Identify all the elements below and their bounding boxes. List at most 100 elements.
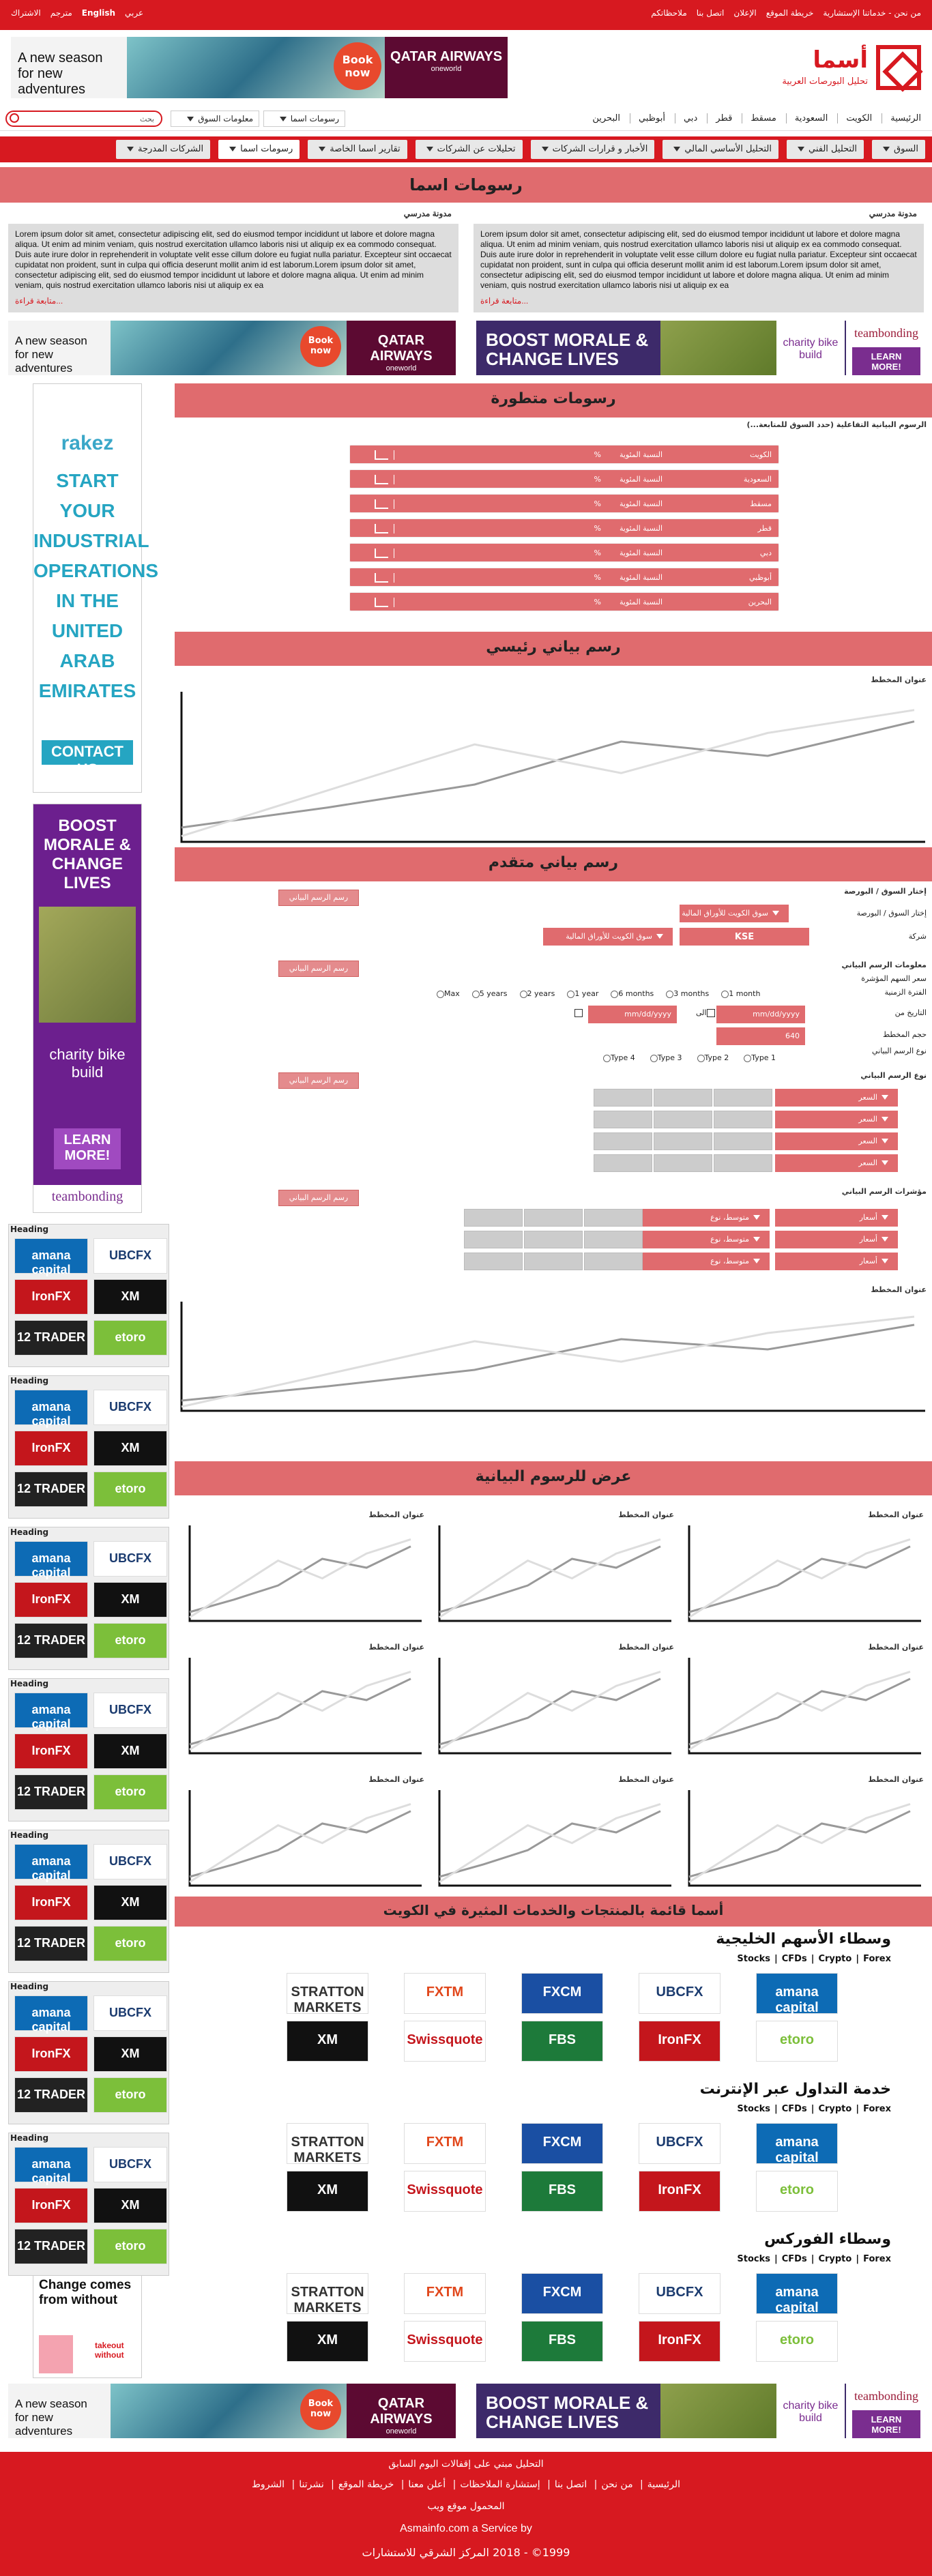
nav-saudi[interactable]: السعودية [785, 113, 828, 123]
partner-logo[interactable]: FBS [521, 2021, 603, 2062]
broker-logo[interactable]: etoro [93, 1623, 167, 1658]
empty-cell[interactable] [654, 1111, 712, 1128]
partner-logo[interactable]: amana capital [756, 1973, 838, 2015]
broker-logo[interactable]: 12 TRADER [14, 2077, 88, 2113]
qatar-airways-ad[interactable]: A new season for new adventures Book now… [8, 2384, 456, 2438]
broker-logo[interactable]: UBCFX [93, 1693, 167, 1728]
menu-reports[interactable]: تقارير اسما الخاصة [308, 140, 407, 159]
top-link-feedback[interactable]: ملاحظاتكم [651, 8, 687, 18]
market-row[interactable]: قطر النسبة المئوية% [349, 518, 779, 538]
empty-cell[interactable] [714, 1132, 772, 1150]
nav-muscat[interactable]: مسقط [742, 113, 776, 123]
price-dropdown[interactable]: السعر [775, 1132, 898, 1150]
draw-chart-button[interactable]: رسم الرسم البياني [278, 1190, 359, 1206]
partner-logo[interactable]: FXTM [404, 1973, 486, 2014]
broker-logo[interactable]: IronFX [14, 1885, 88, 1920]
company-code-field[interactable]: KSE [680, 928, 809, 946]
partner-logo[interactable]: Swissquote [404, 2321, 486, 2362]
market-row[interactable]: دبي النسبة المئوية% [349, 543, 779, 562]
broker-logo[interactable]: UBCFX [93, 1541, 167, 1577]
broker-logo[interactable]: etoro [93, 1774, 167, 1810]
market-row[interactable]: البحرين النسبة المئوية% [349, 592, 779, 611]
filter-tab[interactable]: Forex [863, 2254, 891, 2264]
nav-qatar[interactable]: قطر [707, 113, 732, 123]
menu-company-analysis[interactable]: تحليلات عن الشركات [415, 140, 523, 159]
empty-cell[interactable] [594, 1089, 652, 1107]
nav-dubai[interactable]: دبي [675, 113, 697, 123]
price-dropdown[interactable]: السعر [775, 1111, 898, 1128]
footer-link[interactable]: خريطة الموقع [338, 2479, 394, 2490]
line-chart-icon[interactable] [373, 548, 390, 558]
top-link-sitemap[interactable]: خريطة الموقع [766, 8, 814, 18]
empty-cell[interactable] [464, 1209, 523, 1227]
partner-logo[interactable]: IronFX [639, 2321, 720, 2362]
partner-logo[interactable]: FBS [521, 2171, 603, 2212]
empty-cell[interactable] [524, 1253, 583, 1270]
broker-logo[interactable]: 12 TRADER [14, 1774, 88, 1810]
partner-logo[interactable]: XM [287, 2171, 368, 2212]
broker-logo[interactable]: 12 TRADER [14, 1472, 88, 1507]
empty-cell[interactable] [464, 1231, 523, 1248]
nav-home[interactable]: الرئيسية [882, 113, 921, 123]
top-link-contact[interactable]: اتصل بنا [696, 8, 725, 18]
mobile-site-link[interactable]: المحمول موقع ويب [427, 2501, 505, 2512]
draw-chart-button[interactable]: رسم الرسم البياني [278, 890, 359, 906]
chart-size-input[interactable]: 640 [716, 1027, 805, 1045]
partner-logo[interactable]: XM [287, 2021, 368, 2062]
menu-market[interactable]: السوق [872, 140, 925, 159]
partner-logo[interactable]: UBCFX [639, 2273, 720, 2314]
broker-logo[interactable]: UBCFX [93, 1844, 167, 1879]
empty-cell[interactable] [594, 1111, 652, 1128]
partner-logo[interactable]: Swissquote [404, 2021, 486, 2062]
broker-logo[interactable]: IronFX [14, 1279, 88, 1315]
calendar-icon[interactable] [707, 1009, 715, 1017]
menu-listed[interactable]: الشركات المدرجة [116, 140, 211, 159]
footer-link[interactable]: الشروط [251, 2479, 285, 2490]
partner-logo[interactable]: STRATTON MARKETS [287, 2273, 368, 2315]
partner-logo[interactable]: UBCFX [639, 1973, 720, 2014]
learn-more-button[interactable]: LEARN MORE! [54, 1128, 121, 1169]
broker-logo[interactable]: amana capital [14, 1541, 88, 1579]
teambonding-ad[interactable]: BOOST MORALE & CHANGE LIVES charity bike… [476, 2384, 927, 2438]
line-chart-icon[interactable] [373, 598, 390, 607]
teambonding-ad[interactable]: BOOST MORALE & CHANGE LIVES charity bike… [476, 321, 927, 375]
broker-logo[interactable]: etoro [93, 2229, 167, 2264]
broker-logo[interactable]: etoro [93, 1472, 167, 1507]
market-row[interactable]: أبوظبي النسبة المئوية% [349, 568, 779, 587]
broker-logo[interactable]: 12 TRADER [14, 2229, 88, 2264]
broker-logo[interactable]: XM [93, 2188, 167, 2223]
date-from-input[interactable]: mm/dd/yyyy [716, 1006, 805, 1023]
broker-logo[interactable]: UBCFX [93, 1390, 167, 1425]
search-input[interactable]: بحث [5, 111, 162, 127]
draw-chart-button[interactable]: رسم الرسم البياني [278, 961, 359, 977]
broker-logo[interactable]: XM [93, 1885, 167, 1920]
indicator-price-dropdown[interactable]: أسعار [775, 1253, 898, 1270]
market-dropdown[interactable]: سوق الكويت للأوراق المالية [680, 905, 789, 922]
filter-tab[interactable]: Forex [863, 2104, 891, 2114]
line-chart-icon[interactable] [373, 499, 390, 509]
asma-charts-select[interactable]: رسومات اسما [263, 111, 345, 127]
partner-logo[interactable]: FBS [521, 2321, 603, 2362]
type-option[interactable]: Type 4 [600, 1053, 635, 1062]
partner-logo[interactable]: STRATTON MARKETS [287, 2123, 368, 2165]
filter-tab[interactable]: CFDs [781, 2254, 807, 2264]
partner-logo[interactable]: amana capital [756, 2273, 838, 2315]
partner-logo[interactable]: IronFX [639, 2171, 720, 2212]
partner-logo[interactable]: IronFX [639, 2021, 720, 2062]
broker-logo[interactable]: XM [93, 1582, 167, 1618]
partner-logo[interactable]: amana capital [756, 2123, 838, 2165]
line-chart-icon[interactable] [373, 450, 390, 460]
period-option[interactable]: 1 month [718, 989, 760, 998]
type-option[interactable]: Type 2 [695, 1053, 729, 1062]
learn-more-button[interactable]: LEARN MORE! [852, 2410, 920, 2438]
partner-logo[interactable]: etoro [756, 2321, 838, 2362]
broker-logo[interactable]: XM [93, 1431, 167, 1466]
read-more-link[interactable]: متابعة قراءة... [480, 296, 529, 306]
broker-logo[interactable]: etoro [93, 1926, 167, 1961]
broker-logo[interactable]: IronFX [14, 2188, 88, 2223]
broker-logo[interactable]: UBCFX [93, 2147, 167, 2182]
line-chart-icon[interactable] [373, 475, 390, 484]
line-chart-icon[interactable] [373, 573, 390, 583]
market-row[interactable]: مسقط النسبة المئوية% [349, 494, 779, 513]
date-to-input[interactable]: mm/dd/yyyy [588, 1006, 677, 1023]
